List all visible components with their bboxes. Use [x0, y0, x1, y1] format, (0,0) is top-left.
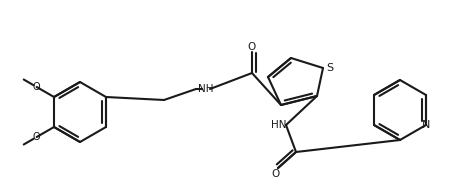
- Text: NH: NH: [198, 84, 214, 94]
- Text: N: N: [422, 120, 430, 130]
- Text: O: O: [272, 169, 280, 179]
- Text: O: O: [33, 82, 41, 92]
- Text: O: O: [33, 132, 41, 142]
- Text: S: S: [327, 63, 334, 73]
- Text: HN: HN: [271, 120, 287, 130]
- Text: O: O: [248, 42, 256, 52]
